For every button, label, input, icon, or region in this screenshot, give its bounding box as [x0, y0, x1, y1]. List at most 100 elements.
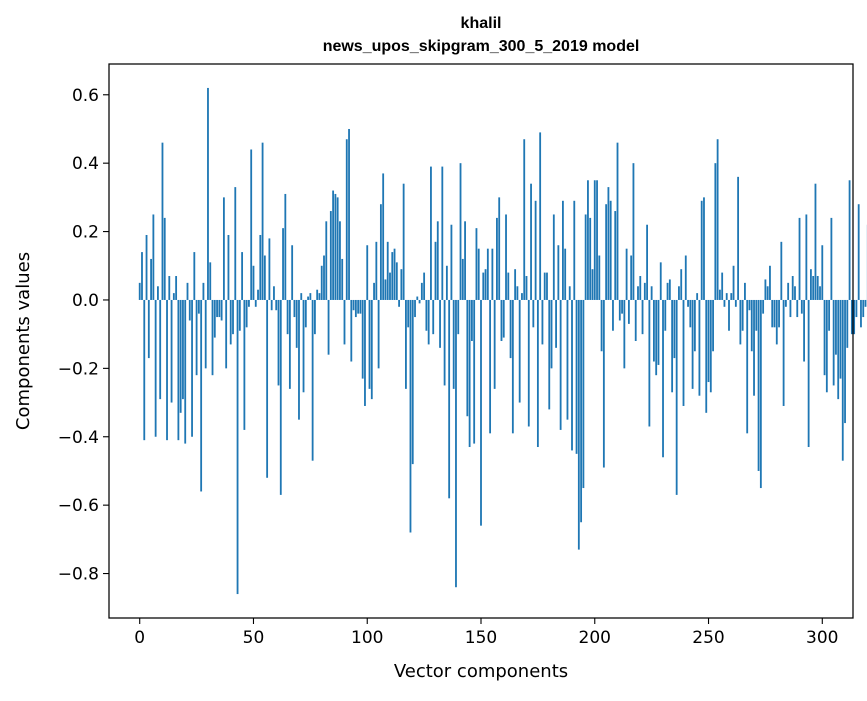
bar: [769, 266, 771, 300]
bar: [414, 300, 416, 317]
bar: [164, 218, 166, 300]
bar: [571, 300, 573, 450]
bar: [532, 300, 534, 327]
bar: [755, 300, 757, 331]
bar: [760, 300, 762, 488]
bar: [339, 221, 341, 300]
bar: [648, 300, 650, 427]
bar: [184, 300, 186, 444]
bar: [316, 290, 318, 300]
bar: [485, 269, 487, 300]
bar: [737, 177, 739, 300]
bar: [476, 228, 478, 300]
bar: [259, 235, 261, 300]
bar: [544, 273, 546, 300]
bar: [378, 300, 380, 368]
bar: [505, 214, 507, 299]
x-tick-label: 250: [692, 628, 724, 648]
bar: [683, 300, 685, 406]
bar: [692, 300, 694, 389]
bar: [569, 286, 571, 300]
bar: [282, 228, 284, 300]
bar: [159, 300, 161, 399]
bar: [685, 256, 687, 300]
bar: [785, 300, 787, 307]
bar: [510, 300, 512, 358]
bar: [303, 300, 305, 392]
bar: [751, 300, 753, 351]
x-tick-label: 300: [806, 628, 838, 648]
bar: [321, 266, 323, 300]
bar: [203, 283, 205, 300]
y-tick-label: −0.6: [58, 496, 99, 516]
bar: [669, 279, 671, 300]
bar: [560, 300, 562, 430]
bar: [776, 300, 778, 344]
bar: [774, 300, 776, 327]
bar: [553, 214, 555, 299]
bar: [742, 300, 744, 331]
bar: [733, 266, 735, 300]
bar: [394, 249, 396, 300]
bar: [166, 300, 168, 440]
bar: [439, 300, 441, 348]
bar: [232, 300, 234, 334]
bar: [708, 300, 710, 382]
bar: [487, 249, 489, 300]
bar: [849, 180, 851, 300]
bar: [175, 276, 177, 300]
bar: [726, 293, 728, 300]
bar: [642, 300, 644, 334]
bar: [228, 235, 230, 300]
y-tick-label: −0.8: [58, 565, 99, 585]
bar: [608, 187, 610, 300]
bar: [389, 273, 391, 300]
bar: [546, 273, 548, 300]
bar: [346, 139, 348, 300]
bar: [143, 300, 145, 440]
bar: [501, 300, 503, 341]
bar: [856, 300, 858, 317]
bar: [189, 300, 191, 321]
bar: [193, 252, 195, 300]
bar: [460, 163, 462, 300]
bar: [177, 300, 179, 440]
bar: [551, 300, 553, 368]
bar: [746, 300, 748, 433]
bar: [357, 300, 359, 314]
bar: [826, 300, 828, 392]
bar: [780, 242, 782, 300]
bar: [364, 300, 366, 406]
bar: [221, 300, 223, 321]
bar: [837, 300, 839, 399]
bar: [651, 286, 653, 300]
bar: [507, 273, 509, 300]
bar: [846, 300, 848, 348]
bar: [291, 245, 293, 300]
bar: [655, 300, 657, 375]
bar: [637, 286, 639, 300]
bar: [667, 283, 669, 300]
bar: [168, 276, 170, 300]
bar: [448, 300, 450, 498]
x-tick-label: 150: [465, 628, 497, 648]
bar: [405, 300, 407, 389]
bar: [771, 300, 773, 327]
bar: [680, 269, 682, 300]
bar: [671, 300, 673, 392]
bar: [141, 252, 143, 300]
bar: [457, 300, 459, 334]
bar: [391, 252, 393, 300]
bar: [639, 276, 641, 300]
bar: [862, 300, 864, 317]
bar: [469, 300, 471, 447]
bar: [337, 197, 339, 300]
bar: [605, 204, 607, 300]
bar: [218, 300, 220, 317]
bar: [658, 300, 660, 365]
bar: [799, 218, 801, 300]
y-tick-label: 0.2: [72, 223, 99, 243]
bar: [514, 269, 516, 300]
chart-subtitle: news_upos_skipgram_300_5_2019 model: [323, 38, 640, 55]
y-tick-label: 0.6: [72, 86, 99, 106]
